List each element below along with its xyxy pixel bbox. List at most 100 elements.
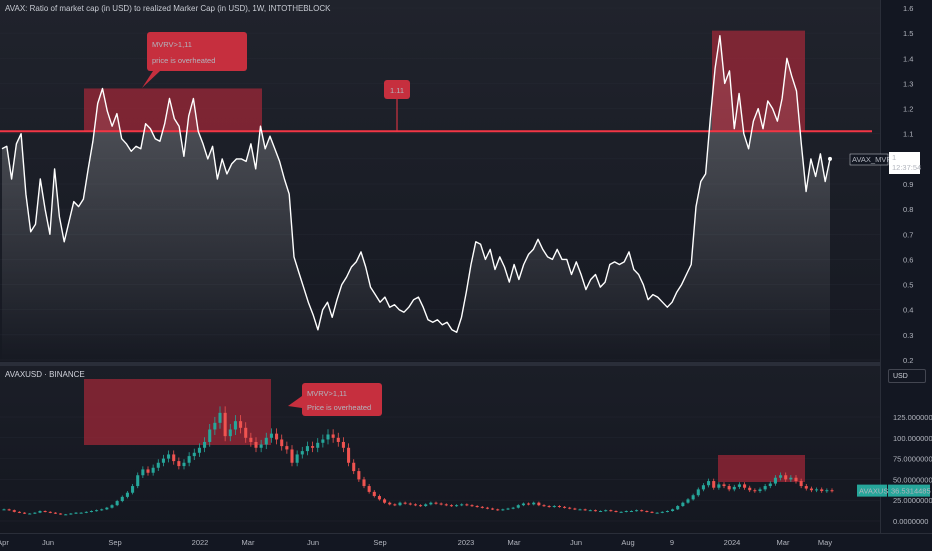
time-scale[interactable] [0, 533, 932, 551]
candle-body [511, 507, 515, 509]
last-price-symbol-tag [857, 484, 887, 497]
price-scale[interactable] [880, 0, 932, 533]
countdown-text: 12:37:54 [892, 163, 921, 172]
top-callout-pointer [142, 71, 160, 88]
candle-body [316, 442, 320, 448]
candle-body [629, 511, 633, 513]
candle-body [676, 506, 680, 510]
candle-body [161, 458, 165, 463]
candle-body [429, 502, 433, 505]
bottom-y-tick-label: 25.0000000 [893, 496, 932, 505]
candle-body [784, 475, 788, 480]
time-axis-label: Sep [108, 538, 121, 547]
candle-body [100, 509, 104, 511]
candle-body [393, 504, 397, 506]
candle-body [789, 477, 793, 480]
candle-body [192, 452, 196, 457]
candle-body [362, 479, 366, 487]
candle-body [820, 489, 824, 492]
bottom-y-tick-label: 125.0000000 [893, 413, 932, 422]
candle-body [372, 491, 376, 497]
candle-body [696, 489, 700, 496]
candle-body [732, 486, 736, 490]
time-axis-label: Mar [777, 538, 790, 547]
candle-body [254, 441, 258, 448]
top-y-tick-label: 0.6 [903, 255, 913, 264]
mvrv-line [1, 35, 831, 333]
candle-body [239, 421, 243, 428]
candle-body [568, 507, 572, 509]
candle-body [38, 511, 42, 513]
candle-body [660, 511, 664, 513]
bottom-y-tick-label: 75.0000000 [893, 455, 932, 464]
time-axis-label: 2024 [724, 538, 741, 547]
overheated-zone [84, 88, 262, 132]
candle-body [717, 484, 721, 488]
currency-selector[interactable]: USD [888, 369, 926, 383]
candle-body [2, 509, 6, 511]
candle-body [758, 489, 762, 492]
candle-body [419, 505, 423, 507]
candle-body [753, 490, 757, 492]
candle-body [275, 433, 279, 440]
top-y-tick-label: 0.2 [903, 356, 913, 365]
candle-body [17, 511, 21, 513]
pane-divider[interactable] [0, 362, 932, 366]
candle-body [779, 475, 783, 478]
top-y-tick-label: 0.5 [903, 281, 913, 290]
candle-body [588, 510, 592, 512]
candle-body [285, 446, 289, 450]
candle-body [491, 508, 495, 510]
candle-body [33, 512, 37, 514]
candle-body [557, 506, 561, 508]
candle-body [249, 437, 253, 442]
top-pane-title: AVAX: Ratio of market cap (in USD) to re… [5, 4, 331, 13]
bottom-pane-title: AVAXUSD · BINANCE [5, 370, 85, 379]
candle-body [532, 502, 536, 505]
candle-body [167, 454, 171, 459]
candle-body [182, 462, 186, 467]
candle-body [619, 511, 623, 513]
bottom-callout-pointer [288, 396, 302, 408]
time-axis-label: Aug [621, 538, 634, 547]
candle-body [48, 511, 52, 513]
candle-body [269, 433, 273, 438]
candle-body [681, 502, 685, 507]
candle-body [671, 509, 675, 512]
top-y-tick-label: 1.1 [903, 130, 913, 139]
candle-body [295, 454, 299, 463]
candle-body [470, 505, 474, 507]
candle-body [593, 510, 597, 512]
candle-body [141, 469, 145, 476]
candle-body [105, 507, 109, 510]
candle-body [408, 503, 412, 505]
candle-body [465, 504, 469, 506]
bottom-callout-line2: Price is overheated [307, 403, 371, 412]
candle-body [136, 475, 140, 487]
overheated-zone [712, 30, 805, 132]
candle-body [537, 502, 541, 506]
candle-body [444, 504, 448, 506]
candle-body [64, 514, 68, 516]
candle-body [480, 506, 484, 508]
candle-body [640, 510, 644, 512]
candle-body [707, 481, 711, 486]
candle-body [115, 501, 119, 506]
candle-body [737, 484, 741, 487]
candle-body [665, 511, 669, 513]
top-y-tick-label: 0.4 [903, 306, 913, 315]
candle-body [290, 449, 294, 463]
candle-body [197, 447, 201, 453]
top-callout-box [147, 32, 247, 71]
top-y-tick-label: 1.4 [903, 54, 913, 63]
candle-body [809, 488, 813, 491]
bottom-y-tick-label: 50.0000000 [893, 475, 932, 484]
candle-body [449, 505, 453, 507]
candle-body [686, 499, 690, 503]
candle-body [763, 486, 767, 490]
candle-body [521, 503, 525, 506]
candle-body [768, 483, 772, 487]
candle-body [43, 511, 47, 513]
candle-body [213, 422, 217, 430]
candle-body [501, 509, 505, 511]
